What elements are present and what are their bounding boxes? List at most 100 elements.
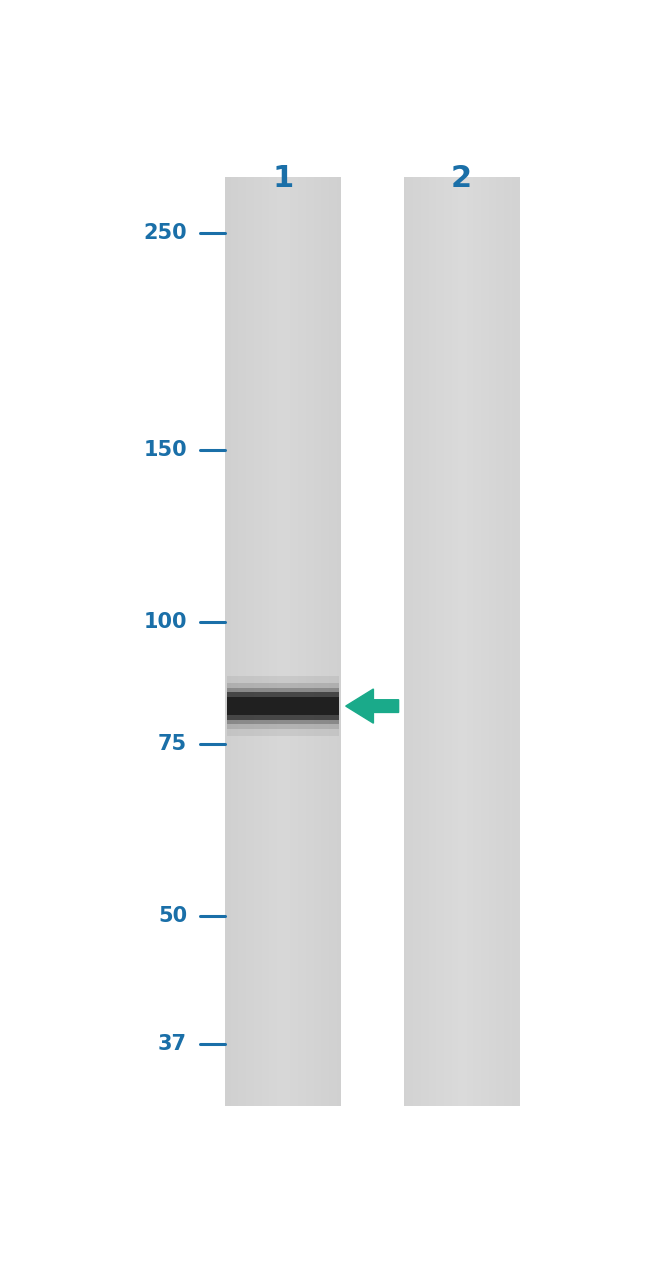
Bar — [510, 177, 512, 1106]
Bar — [291, 177, 293, 1106]
Bar — [327, 177, 330, 1106]
Bar — [410, 177, 412, 1106]
Bar — [285, 177, 287, 1106]
Bar — [500, 177, 502, 1106]
Bar — [458, 177, 460, 1106]
Bar — [444, 177, 447, 1106]
Text: 2: 2 — [451, 164, 472, 193]
Bar — [493, 177, 495, 1106]
Bar — [417, 177, 420, 1106]
Bar — [279, 177, 281, 1106]
Bar — [316, 177, 318, 1106]
Bar — [454, 177, 456, 1106]
Bar — [497, 177, 499, 1106]
Bar — [333, 177, 335, 1106]
Bar — [261, 177, 264, 1106]
Bar — [294, 177, 297, 1106]
Bar — [300, 177, 302, 1106]
Bar — [463, 177, 466, 1106]
Text: 75: 75 — [158, 734, 187, 754]
Bar — [252, 177, 254, 1106]
Bar — [467, 177, 470, 1106]
Bar — [329, 177, 332, 1106]
Bar — [339, 177, 341, 1106]
Bar — [337, 177, 339, 1106]
Bar — [489, 177, 491, 1106]
Bar — [456, 177, 458, 1106]
Bar — [259, 177, 262, 1106]
Bar — [477, 177, 480, 1106]
Bar — [263, 177, 266, 1106]
Bar — [229, 177, 231, 1106]
Bar — [440, 177, 443, 1106]
Text: 1: 1 — [272, 164, 293, 193]
Bar — [227, 697, 339, 715]
Bar — [227, 688, 339, 724]
Bar — [227, 676, 339, 737]
Bar — [408, 177, 410, 1106]
Text: 50: 50 — [158, 907, 187, 926]
Bar — [450, 177, 452, 1106]
Bar — [312, 177, 314, 1106]
Bar — [487, 177, 489, 1106]
Bar — [406, 177, 408, 1106]
Bar — [514, 177, 516, 1106]
Bar — [231, 177, 233, 1106]
Bar — [244, 177, 246, 1106]
Bar — [517, 177, 520, 1106]
Bar — [499, 177, 500, 1106]
Bar — [267, 177, 270, 1106]
Bar — [257, 177, 260, 1106]
Bar — [275, 177, 278, 1106]
Bar — [246, 177, 248, 1106]
Bar — [225, 177, 227, 1106]
Bar — [485, 177, 488, 1106]
Bar — [308, 177, 310, 1106]
Bar — [502, 177, 504, 1106]
Bar — [483, 177, 486, 1106]
Bar — [281, 177, 283, 1106]
Bar — [335, 177, 337, 1106]
Bar — [304, 177, 306, 1106]
Bar — [465, 177, 468, 1106]
Bar — [321, 177, 324, 1106]
Bar — [423, 177, 425, 1106]
Bar — [438, 177, 441, 1106]
Bar — [277, 177, 280, 1106]
Bar — [242, 177, 244, 1106]
Bar — [421, 177, 423, 1106]
Bar — [473, 177, 476, 1106]
Bar — [306, 177, 308, 1106]
Bar — [419, 177, 422, 1106]
Bar — [271, 177, 274, 1106]
Bar — [227, 683, 339, 729]
Bar — [265, 177, 268, 1106]
Bar — [287, 177, 289, 1106]
Text: 37: 37 — [158, 1034, 187, 1054]
Bar — [319, 177, 322, 1106]
Text: 150: 150 — [144, 439, 187, 460]
Bar — [506, 177, 508, 1106]
Bar — [289, 177, 291, 1106]
Bar — [254, 177, 256, 1106]
Bar — [481, 177, 484, 1106]
Bar — [317, 177, 320, 1106]
Bar — [431, 177, 433, 1106]
Bar — [495, 177, 497, 1106]
Bar — [233, 177, 235, 1106]
FancyArrow shape — [346, 690, 398, 723]
Bar — [469, 177, 472, 1106]
Bar — [298, 177, 301, 1106]
Bar — [446, 177, 448, 1106]
Bar — [437, 177, 439, 1106]
Bar — [515, 177, 518, 1106]
Bar — [413, 177, 416, 1106]
Bar — [235, 177, 237, 1106]
Bar — [448, 177, 450, 1106]
Bar — [504, 177, 506, 1106]
Bar — [283, 177, 285, 1106]
Bar — [314, 177, 316, 1106]
Bar — [310, 177, 312, 1106]
Bar — [273, 177, 276, 1106]
Bar — [433, 177, 435, 1106]
